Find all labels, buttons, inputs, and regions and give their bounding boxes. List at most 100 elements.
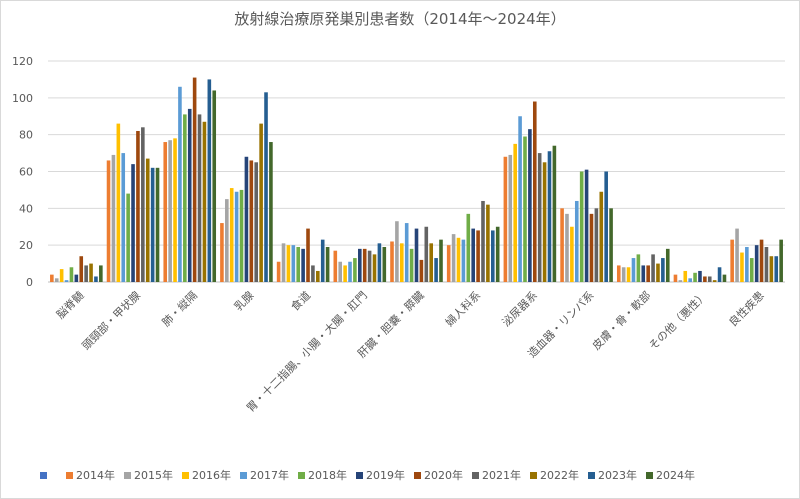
bar bbox=[150, 167, 155, 282]
bar bbox=[636, 254, 641, 282]
bar bbox=[338, 261, 343, 282]
bar bbox=[311, 265, 315, 282]
bar bbox=[503, 156, 508, 282]
bar bbox=[565, 213, 569, 282]
bar bbox=[456, 237, 461, 282]
bar bbox=[333, 250, 338, 282]
bar bbox=[495, 226, 500, 282]
bar bbox=[424, 226, 429, 282]
legend-item: 2019年 bbox=[356, 467, 405, 483]
bar bbox=[683, 270, 688, 282]
bar bbox=[84, 265, 88, 282]
bar bbox=[264, 92, 268, 282]
bar bbox=[466, 213, 471, 282]
bar bbox=[740, 252, 744, 282]
bar bbox=[89, 263, 93, 282]
bar bbox=[367, 250, 372, 282]
legend-label: 2015年 bbox=[134, 469, 173, 482]
bar bbox=[429, 243, 433, 282]
legend-swatch-icon bbox=[298, 471, 305, 479]
bar bbox=[296, 247, 301, 282]
bar bbox=[609, 208, 613, 282]
bar bbox=[764, 247, 769, 282]
bar bbox=[552, 145, 557, 282]
bar bbox=[220, 223, 224, 282]
legend-label: 2016年 bbox=[192, 469, 231, 482]
bar bbox=[163, 142, 168, 282]
bar bbox=[259, 123, 263, 282]
bar bbox=[528, 129, 532, 282]
bar bbox=[286, 245, 291, 282]
bar bbox=[54, 278, 59, 282]
bar bbox=[730, 239, 734, 282]
bar bbox=[641, 265, 646, 282]
legend-label: 2017年 bbox=[250, 469, 289, 482]
bar bbox=[291, 245, 296, 282]
legend-item-blank bbox=[40, 471, 50, 479]
bar bbox=[707, 276, 712, 282]
x-category-label: 食道 bbox=[288, 288, 313, 313]
bar bbox=[239, 189, 244, 282]
bar bbox=[197, 114, 202, 283]
legend-swatch-icon bbox=[40, 471, 47, 479]
bar bbox=[703, 276, 707, 282]
bar bbox=[69, 267, 74, 282]
bar bbox=[574, 200, 579, 282]
bar bbox=[178, 86, 182, 283]
chart-legend: 2014年 2015年 2016年 2017年 2018年 2019年 2020年 2021年… bbox=[40, 466, 704, 484]
legend-item: 2018年 bbox=[298, 467, 347, 483]
bar bbox=[779, 239, 783, 282]
bar bbox=[745, 247, 749, 282]
bar bbox=[168, 140, 172, 282]
bar bbox=[269, 142, 273, 282]
bar bbox=[631, 258, 636, 282]
bar bbox=[599, 191, 604, 282]
bar bbox=[281, 243, 286, 282]
bar bbox=[155, 167, 160, 282]
bar bbox=[244, 156, 249, 282]
bar bbox=[202, 121, 207, 283]
bar bbox=[693, 272, 697, 282]
legend-swatch-icon bbox=[182, 471, 189, 479]
bar bbox=[145, 158, 150, 282]
bar bbox=[518, 116, 522, 282]
bar bbox=[722, 274, 727, 282]
bar bbox=[532, 101, 537, 283]
bar bbox=[320, 239, 325, 282]
bar bbox=[111, 154, 116, 282]
chart-title: 放射線治療原発巣別患者数（2014年～2024年） bbox=[234, 10, 566, 28]
legend-label: 2022年 bbox=[540, 469, 579, 482]
bar bbox=[414, 228, 419, 282]
bar bbox=[74, 274, 79, 282]
bar bbox=[626, 267, 631, 282]
bar bbox=[395, 221, 399, 282]
bar bbox=[377, 243, 382, 282]
x-category-label: その他（悪性） bbox=[646, 288, 710, 352]
bar bbox=[688, 278, 692, 282]
bar bbox=[749, 258, 754, 282]
bar bbox=[419, 259, 424, 282]
bar bbox=[717, 267, 722, 282]
legend-item: 2017年 bbox=[240, 467, 289, 483]
bar bbox=[353, 258, 357, 282]
bar bbox=[131, 164, 135, 282]
bar bbox=[99, 265, 103, 282]
x-category-label: 胃・十二指腸、小腸・大腸・肛門 bbox=[243, 288, 370, 415]
bar bbox=[754, 245, 759, 282]
legend-swatch-icon bbox=[646, 471, 653, 479]
bar bbox=[698, 270, 702, 282]
legend-label: 2019年 bbox=[366, 469, 405, 482]
bar bbox=[404, 223, 409, 282]
bar bbox=[560, 208, 564, 282]
x-category-label: 婦人科系 bbox=[442, 288, 483, 329]
bar bbox=[589, 213, 594, 282]
bar bbox=[207, 79, 212, 283]
bar bbox=[362, 248, 367, 282]
legend-item: 2023年 bbox=[588, 467, 637, 483]
bar bbox=[343, 265, 347, 282]
legend-item: 2014年 bbox=[66, 467, 115, 483]
legend-swatch-icon bbox=[588, 471, 595, 479]
bar bbox=[735, 228, 739, 282]
x-category-label: 皮膚・骨・軟部 bbox=[589, 288, 653, 352]
